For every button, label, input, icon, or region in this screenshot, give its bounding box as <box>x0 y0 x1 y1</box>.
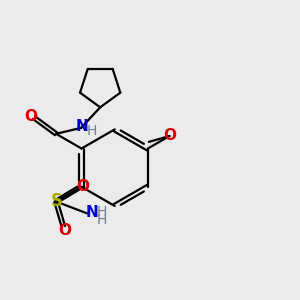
Text: O: O <box>163 128 176 142</box>
Text: O: O <box>76 179 89 194</box>
Text: O: O <box>58 224 71 238</box>
Text: O: O <box>24 109 37 124</box>
Text: H: H <box>97 213 107 227</box>
Text: S: S <box>50 192 62 210</box>
Text: N: N <box>76 118 88 134</box>
Text: N: N <box>86 205 99 220</box>
Text: H: H <box>97 206 107 219</box>
Text: H: H <box>87 124 98 138</box>
